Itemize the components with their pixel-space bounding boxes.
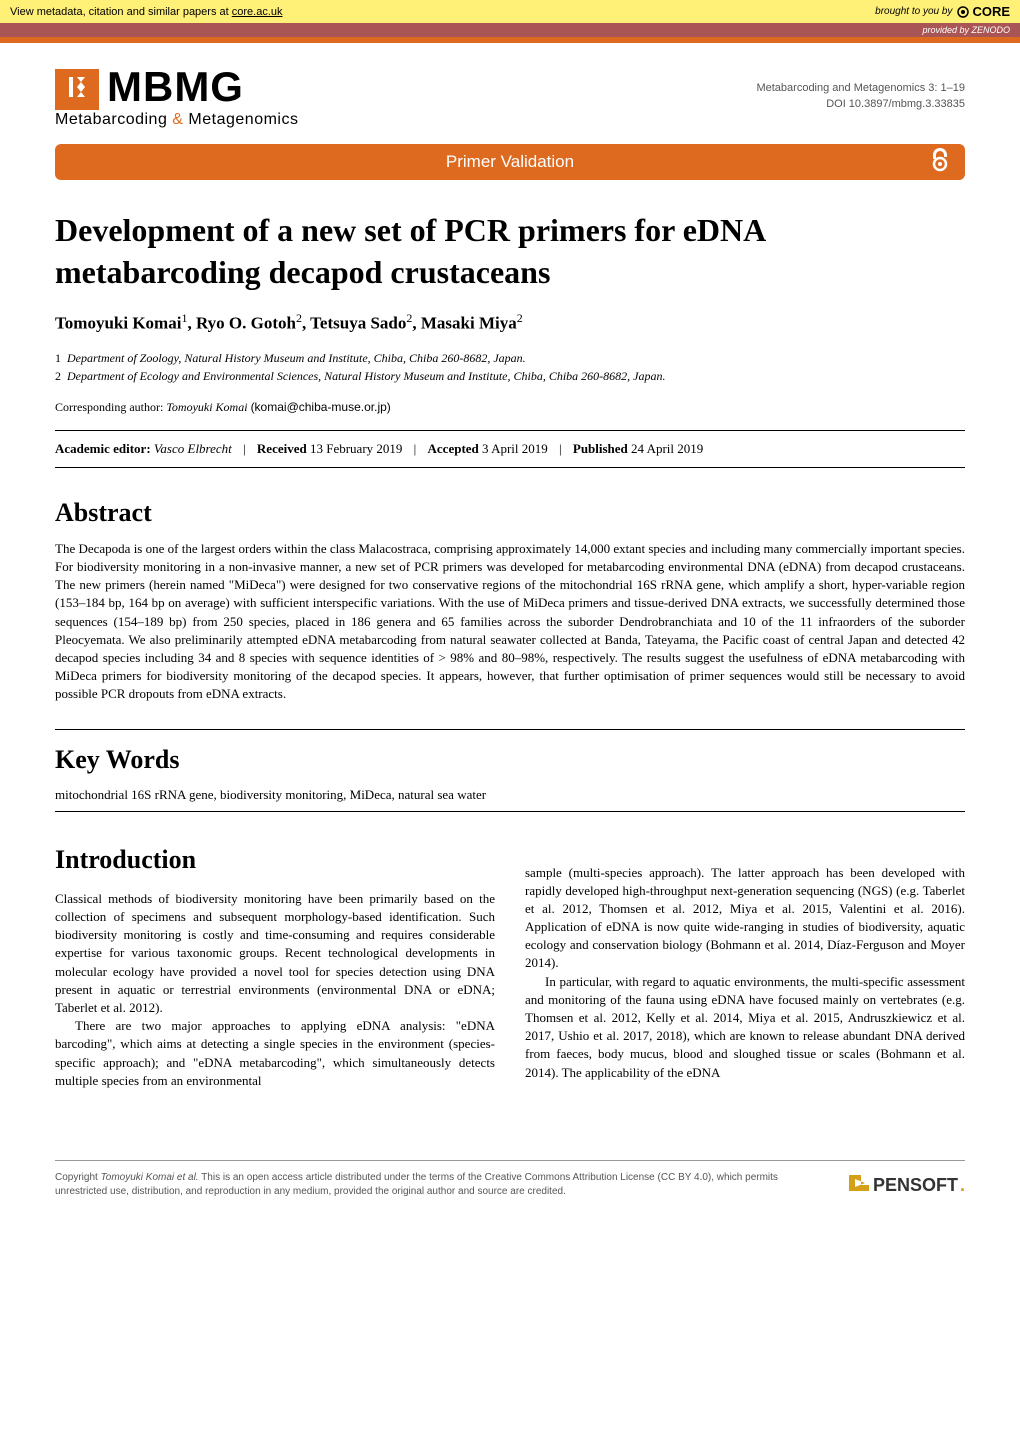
received-date: 13 February 2019 xyxy=(310,441,402,456)
open-access-icon xyxy=(930,146,950,178)
authors: Tomoyuki Komai1, Ryo O. Gotoh2, Tetsuya … xyxy=(55,311,965,334)
journal-subtitle: Metabarcoding & Metagenomics xyxy=(55,111,298,129)
logo-top: MBMG xyxy=(55,63,298,111)
received-label: Received xyxy=(257,441,307,456)
aff1-text: Department of Zoology, Natural History M… xyxy=(67,351,526,365)
keywords-text: mitochondrial 16S rRNA gene, biodiversit… xyxy=(55,787,965,803)
article-content: Development of a new set of PCR primers … xyxy=(0,180,1020,1120)
column-left: Introduction Classical methods of biodiv… xyxy=(55,812,495,1090)
published-label: Published xyxy=(573,441,628,456)
divider xyxy=(55,467,965,468)
pensoft-logo: PENSOFT. xyxy=(847,1173,965,1199)
journal-header: MBMG Metabarcoding & Metagenomics Metaba… xyxy=(0,43,1020,144)
meta-doi: DOI 10.3897/mbmg.3.33835 xyxy=(756,96,965,113)
abstract-heading: Abstract xyxy=(55,498,965,528)
zenodo-text: provided by ZENODO xyxy=(922,25,1010,35)
author-3: Tetsuya Sado xyxy=(310,314,406,333)
column-right: sample (multi-species approach). The lat… xyxy=(525,812,965,1090)
brought-by-text: brought to you by xyxy=(875,6,952,17)
footer: Copyright Tomoyuki Komai et al. This is … xyxy=(55,1160,965,1219)
corresponding-label: Corresponding author: xyxy=(55,400,166,414)
intro-p3: sample (multi-species approach). The lat… xyxy=(525,864,965,973)
banner-prefix: View metadata, citation and similar pape… xyxy=(10,6,232,18)
copyright-prefix: Copyright xyxy=(55,1172,101,1183)
author-2: Ryo O. Gotoh xyxy=(196,314,296,333)
copyright-text: Copyright Tomoyuki Komai et al. This is … xyxy=(55,1171,785,1199)
copyright-name: Tomoyuki Komai et al. xyxy=(101,1172,199,1183)
intro-p2: There are two major approaches to applyi… xyxy=(55,1017,495,1090)
intro-p1: Classical methods of biodiversity monito… xyxy=(55,890,495,1017)
header-meta: Metabarcoding and Metagenomics 3: 1–19 D… xyxy=(756,80,965,113)
keywords-heading: Key Words xyxy=(55,745,965,775)
banner-left-text: View metadata, citation and similar pape… xyxy=(10,6,283,18)
author-4: Masaki Miya xyxy=(421,314,517,333)
introduction-heading: Introduction xyxy=(55,842,495,878)
intro-p4: In particular, with regard to aquatic en… xyxy=(525,973,965,1082)
corresponding-author: Corresponding author: Tomoyuki Komai (ko… xyxy=(55,400,965,415)
introduction-columns: Introduction Classical methods of biodiv… xyxy=(55,812,965,1090)
divider xyxy=(55,430,965,431)
journal-icon xyxy=(55,69,99,110)
affiliation-2: 2 Department of Ecology and Environmenta… xyxy=(55,367,965,385)
accepted-label: Accepted xyxy=(428,441,479,456)
published-date: 24 April 2019 xyxy=(631,441,703,456)
author-1: Tomoyuki Komai xyxy=(55,314,181,333)
article-title: Development of a new set of PCR primers … xyxy=(55,210,965,293)
banner-right: brought to you by CORE xyxy=(875,4,1010,19)
core-label: CORE xyxy=(972,4,1010,19)
meta-citation: Metabarcoding and Metagenomics 3: 1–19 xyxy=(756,80,965,97)
zenodo-banner: provided by ZENODO xyxy=(0,23,1020,37)
core-logo: CORE xyxy=(956,4,1010,19)
editorial-info: Academic editor: Vasco Elbrecht | Receiv… xyxy=(55,439,965,459)
affiliation-1: 1 Department of Zoology, Natural History… xyxy=(55,349,965,367)
subtitle-b: Metagenomics xyxy=(188,111,298,128)
pensoft-icon xyxy=(847,1173,871,1199)
affiliations: 1 Department of Zoology, Natural History… xyxy=(55,349,965,385)
divider xyxy=(55,729,965,730)
pensoft-text: PENSOFT xyxy=(873,1175,958,1196)
editor-name: Vasco Elbrecht xyxy=(154,441,232,456)
accepted-date: 3 April 2019 xyxy=(482,441,548,456)
corresponding-email: (komai@chiba-muse.or.jp) xyxy=(251,400,391,414)
abstract-text: The Decapoda is one of the largest order… xyxy=(55,540,965,704)
subtitle-amp: & xyxy=(172,111,183,128)
hourglass-icon xyxy=(63,73,91,101)
subtitle-a: Metabarcoding xyxy=(55,111,167,128)
core-icon xyxy=(956,5,970,19)
aff2-text: Department of Ecology and Environmental … xyxy=(67,369,665,383)
core-link[interactable]: core.ac.uk xyxy=(232,6,283,18)
corresponding-name: Tomoyuki Komai xyxy=(166,400,247,414)
primer-label: Primer Validation xyxy=(446,152,574,172)
editor-label: Academic editor: xyxy=(55,441,151,456)
metadata-banner: View metadata, citation and similar pape… xyxy=(0,0,1020,23)
journal-logo-text: MBMG xyxy=(107,63,244,111)
journal-logo: MBMG Metabarcoding & Metagenomics xyxy=(55,63,298,129)
primer-validation-bar: Primer Validation xyxy=(55,144,965,180)
aff1-num: 1 xyxy=(55,351,61,365)
aff2-num: 2 xyxy=(55,369,61,383)
